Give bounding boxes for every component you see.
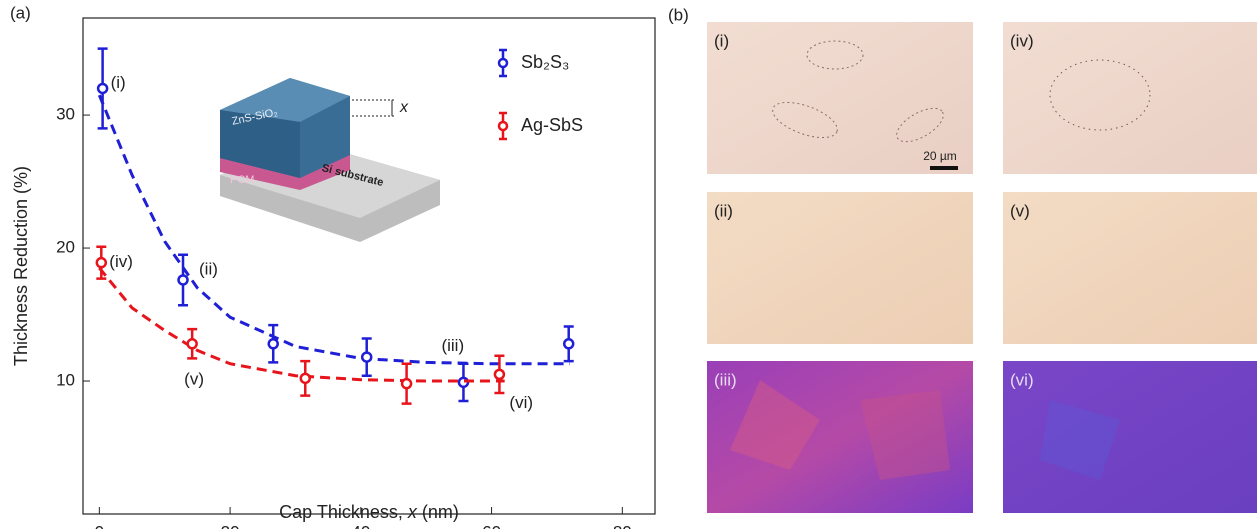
- y-tick-label: 30: [56, 105, 75, 124]
- data-point: [495, 370, 504, 379]
- legend-marker: [499, 59, 507, 67]
- data-point: [179, 275, 188, 284]
- point-label: (i): [111, 73, 126, 92]
- x-tick-label: 40: [351, 522, 370, 529]
- panel-label: (a): [10, 3, 31, 22]
- legend-label: Ag-SbS: [521, 115, 583, 135]
- data-point: [97, 258, 106, 267]
- micrograph-label: (ii): [714, 201, 733, 220]
- point-label: (vi): [509, 393, 533, 412]
- micrograph-label: (iv): [1010, 31, 1034, 50]
- plot-frame: [83, 18, 655, 514]
- data-point: [188, 339, 197, 348]
- data-point: [269, 339, 278, 348]
- x-tick-label: 20: [221, 522, 240, 529]
- point-label: (iii): [441, 336, 464, 355]
- micrographs: [707, 22, 1257, 513]
- panel-label: (b): [668, 5, 689, 24]
- point-label: (v): [184, 369, 204, 388]
- x-tick-label: 80: [613, 522, 632, 529]
- inset-label: PCM: [230, 174, 254, 186]
- data-point: [301, 374, 310, 383]
- micrograph-label: (vi): [1010, 370, 1034, 389]
- micrograph-label: (v): [1010, 201, 1030, 220]
- data-point: [362, 353, 371, 362]
- y-tick-label: 20: [56, 238, 75, 257]
- y-axis-label: Thickness Reduction (%): [11, 166, 31, 366]
- x-tick-label: 60: [482, 522, 501, 529]
- point-label: (iv): [109, 252, 133, 271]
- micrograph-label: (iii): [714, 370, 737, 389]
- x-label-part: Cap Thickness,: [279, 502, 408, 522]
- legend-label: Sb₂S₃: [521, 52, 569, 72]
- data-point: [402, 379, 411, 388]
- data-point: [564, 339, 573, 348]
- scale-bar-label: 20 µm: [923, 149, 957, 163]
- y-tick-label: 10: [56, 371, 75, 390]
- legend-marker: [499, 122, 507, 130]
- figure: (a) (b) Thickness Reduction (%) Cap Thic…: [0, 0, 1257, 529]
- micrograph-label: (i): [714, 31, 729, 50]
- x-label-part: (nm): [417, 502, 459, 522]
- x-tick-label: 0: [95, 522, 104, 529]
- inset-label: x: [399, 99, 409, 116]
- x-axis-label: Cap Thickness, x (nm): [279, 502, 459, 522]
- data-point: [98, 84, 107, 93]
- point-label: (ii): [199, 259, 218, 278]
